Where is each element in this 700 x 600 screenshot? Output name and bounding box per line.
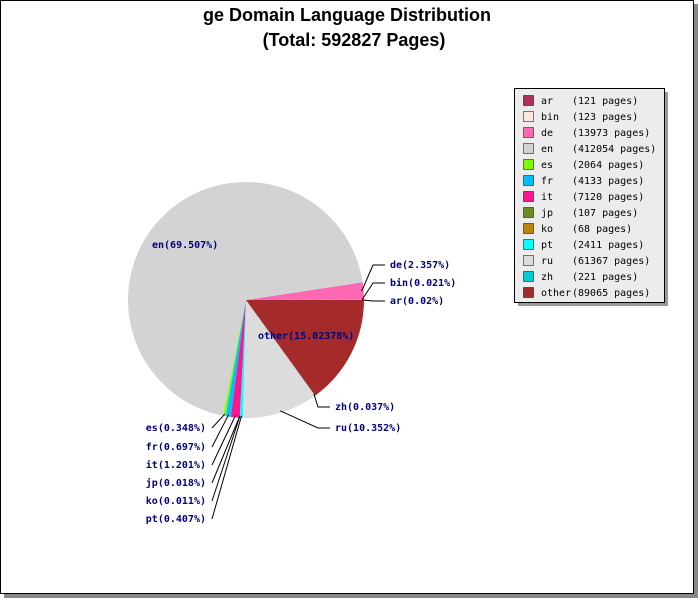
data-label: ar(0.02%) <box>390 296 444 307</box>
legend-value: (13973 pages) <box>572 128 650 139</box>
legend-label: de <box>541 128 553 139</box>
legend-value: (2064 pages) <box>572 160 644 171</box>
legend-value: (2411 pages) <box>572 240 644 251</box>
legend-label: other <box>541 288 571 299</box>
legend-swatch <box>523 143 534 154</box>
leader-line <box>361 299 385 302</box>
data-label: ko(0.011%) <box>146 496 206 507</box>
data-label: fr(0.697%) <box>146 442 206 453</box>
pie-slice <box>239 300 246 418</box>
data-label: it(1.201%) <box>146 459 206 471</box>
pie-slice <box>230 300 246 418</box>
pie-slice <box>239 300 246 418</box>
legend-label: pt <box>541 240 553 251</box>
legend-label: ru <box>541 256 553 267</box>
legend-label: zh <box>541 272 553 283</box>
data-label: en(69.507%) <box>152 240 218 251</box>
leader-line <box>211 414 230 448</box>
legend-label: ar <box>541 96 553 107</box>
data-label: ru(10.352%) <box>335 423 401 434</box>
leader-line <box>211 415 241 502</box>
leader-line <box>361 264 385 292</box>
legend-swatch <box>523 111 534 122</box>
legend-value: (107 pages) <box>572 208 638 219</box>
pie-slice <box>246 300 364 396</box>
legend-label: es <box>541 160 553 171</box>
data-label: bin(0.021%) <box>390 277 456 289</box>
legend-swatch <box>523 95 534 106</box>
legend-swatch <box>523 191 534 202</box>
legend-swatch <box>523 287 534 298</box>
legend-value: (89065 pages) <box>572 288 650 299</box>
data-label: de(2.357%) <box>390 260 450 271</box>
leader-line <box>211 415 242 520</box>
legend-swatch <box>523 159 534 170</box>
legend-swatch <box>523 239 534 250</box>
legend-label: en <box>541 144 553 155</box>
legend-value: (221 pages) <box>572 272 638 283</box>
pie-slice <box>225 300 246 418</box>
legend-swatch <box>523 223 534 234</box>
legend-value: (68 pages) <box>572 224 632 235</box>
pie-slice <box>223 300 246 417</box>
data-label: other(15.02378%) <box>258 331 354 342</box>
pie-slice <box>246 300 316 396</box>
legend-swatch <box>523 175 534 186</box>
legend-swatch <box>523 207 534 218</box>
data-label: zh(0.037%) <box>335 402 395 413</box>
legend <box>514 88 665 303</box>
leader-line <box>211 415 241 484</box>
legend-value: (121 pages) <box>572 96 638 107</box>
legend-label: bin <box>541 112 559 123</box>
legend-label: it <box>541 192 553 203</box>
data-label: es(0.348%) <box>146 423 206 434</box>
data-label: pt(0.407%) <box>146 514 206 525</box>
chart-title: ge Domain Language Distribution <box>203 5 491 25</box>
legend-swatch <box>523 255 534 266</box>
pie-slice <box>246 282 364 300</box>
legend-label: fr <box>541 176 553 187</box>
leader-line <box>211 415 236 466</box>
pie-slice <box>239 300 246 418</box>
legend-value: (412054 pages) <box>572 144 656 155</box>
legend-label: ko <box>541 224 553 235</box>
legend-value: (7120 pages) <box>572 192 644 203</box>
leader-line <box>361 282 385 301</box>
legend-value: (123 pages) <box>572 112 638 123</box>
legend-value: (4133 pages) <box>572 176 644 187</box>
pie-slice <box>127 182 363 416</box>
leader-line <box>313 393 330 408</box>
data-label: jp(0.018%) <box>146 477 206 489</box>
chart-subtitle: (Total: 592827 Pages) <box>263 30 446 50</box>
leader-line <box>211 413 226 429</box>
pie-slice <box>242 300 315 418</box>
legend-label: jp <box>541 208 553 219</box>
legend-value: (61367 pages) <box>572 256 650 267</box>
leader-line <box>279 410 330 429</box>
legend-swatch <box>523 271 534 282</box>
legend-swatch <box>523 127 534 138</box>
